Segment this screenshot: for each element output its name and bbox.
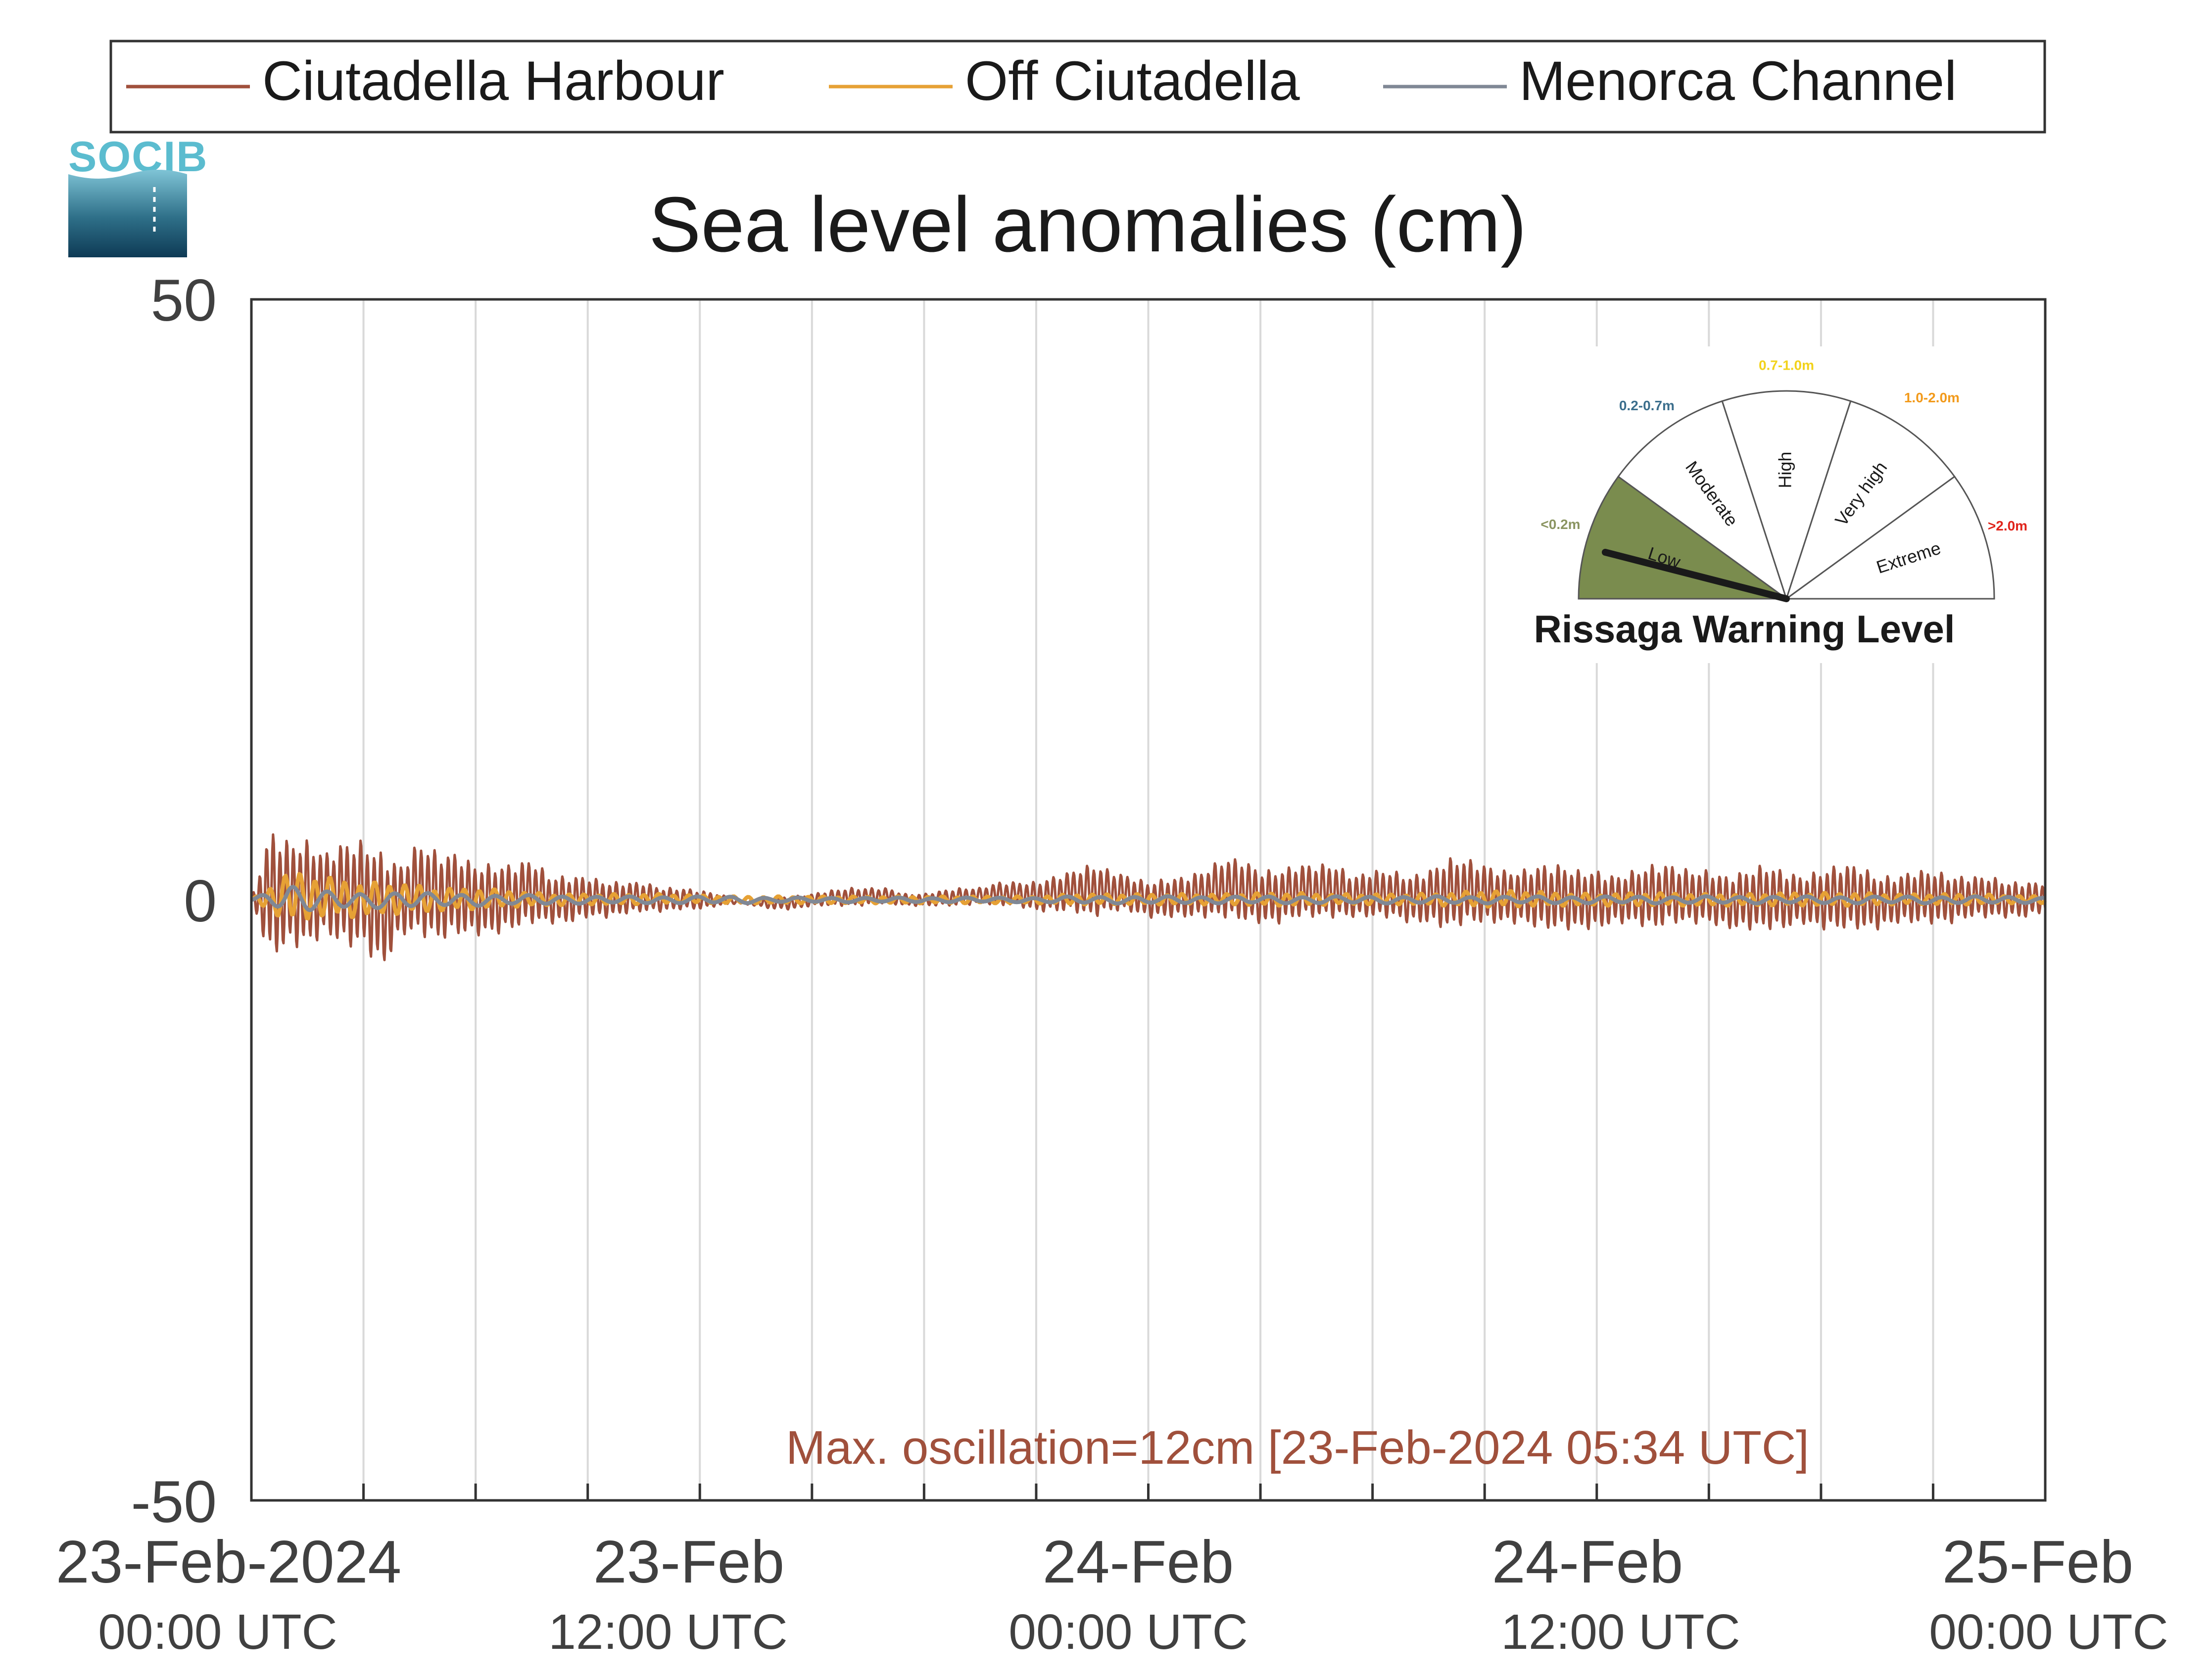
series-line-ciutadella-harbour [250, 833, 2047, 961]
gauge-range-label: 0.7-1.0m [1759, 357, 1814, 373]
rissaga-warning-gauge: Low<0.2m Moderate0.2-0.7mHigh0.7-1.0mVery… [1498, 346, 2029, 663]
x-tick-date-2: 24-Feb [1043, 1528, 1234, 1595]
legend-label-menorca-channel: Menorca Channel [1519, 50, 1957, 112]
x-tick-time-3: 12:00 UTC [1501, 1604, 1740, 1660]
gauge-range-label: >2.0m [1988, 518, 2027, 533]
gauge-title: Rissaga Warning Level [1534, 607, 1955, 651]
x-tick-date-4: 25-Feb [1942, 1528, 2134, 1595]
y-tick-label-50: 50 [151, 267, 217, 334]
socib-logo: SOCIB [68, 133, 207, 257]
x-tick-date-0: 23-Feb-2024 [56, 1528, 402, 1595]
y-tick-label-0: 0 [184, 868, 217, 934]
gauge-sectors [1578, 390, 1995, 601]
x-tick-time-0: 00:00 UTC [98, 1604, 337, 1660]
legend: Ciutadella Harbour Off Ciutadella Menorc… [109, 40, 2046, 134]
gauge-sector-extreme [1784, 476, 1995, 600]
gauge-range-label: 1.0-2.0m [1904, 390, 1960, 405]
y-tick-label-minus-50: -50 [131, 1469, 217, 1535]
x-tick-date-1: 23-Feb [593, 1528, 785, 1595]
gauge-sector-label: High [1775, 452, 1795, 488]
socib-logo-wave [68, 170, 187, 257]
chart-title: Sea level anomalies (cm) [649, 181, 1527, 268]
series-layer [250, 833, 2047, 961]
gauge-sector-low [1578, 476, 1789, 600]
gauge-sector-moderate [1617, 400, 1788, 601]
gauge-needle [1601, 549, 1790, 602]
max-oscillation-annotation: Max. oscillation=12cm [23-Feb-2024 05:34… [786, 1421, 1809, 1474]
gauge-sector-high [1721, 390, 1852, 601]
gauge-sector-very-high [1785, 400, 1956, 601]
y-axis: 50 0 -50 [131, 267, 217, 1535]
x-axis: 23-Feb-2024 00:00 UTC 23-Feb 12:00 UTC 2… [56, 1528, 2168, 1660]
gauge-range-label: 0.2-0.7m [1619, 398, 1675, 413]
legend-box [109, 40, 2046, 134]
series-line-menorca-channel [251, 885, 2046, 912]
x-tick-date-3: 24-Feb [1492, 1528, 1683, 1595]
legend-label-off-ciutadella: Off Ciutadella [965, 50, 1300, 112]
x-tick-time-2: 00:00 UTC [1009, 1604, 1248, 1660]
x-tick-marks [362, 1484, 1934, 1500]
x-tick-time-4: 00:00 UTC [1929, 1604, 2168, 1660]
gauge-range-label: <0.2m [1540, 517, 1580, 532]
x-tick-time-1: 12:00 UTC [548, 1604, 788, 1660]
legend-label-ciutadella-harbour: Ciutadella Harbour [262, 50, 724, 112]
